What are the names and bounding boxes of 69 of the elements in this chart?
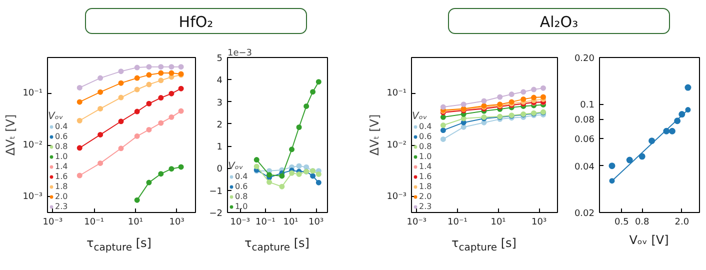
legend-label: 1.4 (55, 162, 69, 171)
x-tick-label: 10¹ (128, 218, 144, 228)
legend-label: 1.0 (55, 152, 69, 161)
y-tick-label: 1 (216, 142, 223, 153)
y-tick-label: 5 (216, 54, 223, 64)
annotation: 1e−3 (228, 48, 252, 58)
legend-label: 1.0 (419, 152, 433, 161)
y-tick-label: 0.08 (574, 116, 595, 126)
y-tick-label: 0.04 (574, 162, 595, 172)
x-tick-label: 10⁻¹ (448, 218, 468, 228)
y-tick-label: −2 (209, 209, 223, 219)
legend-label: 1.8 (419, 182, 433, 191)
legend-label: 0.4 (55, 122, 69, 131)
y-tick-label: 10⁻³ (22, 192, 43, 202)
legend-label: 0.8 (55, 142, 69, 151)
x-tick-label: 0.5 (614, 218, 629, 228)
legend-label: 0.8 (419, 142, 433, 151)
x-tick-label: 10³ (532, 218, 547, 228)
x-axis-title: τ$_{capture}$ [s] (452, 235, 516, 256)
legend-label: 1.4 (419, 162, 433, 171)
legend-label: 2.3 (55, 202, 69, 211)
y-tick-label: 0 (216, 164, 223, 175)
x-axis-title: τ$_{capture}$ [s] (244, 235, 310, 256)
x-tick-label: 10⁻¹ (84, 218, 104, 228)
legend-label: 0.6 (419, 132, 433, 141)
x-tick-label: 10⁻¹ (256, 218, 276, 228)
legend-label: 0.8 (235, 192, 249, 201)
y-tick-label: 0.20 (574, 54, 595, 64)
y-tick-label: 3 (216, 98, 223, 108)
x-axis-title: Vₒᵥ [V] (629, 232, 669, 249)
legend-label: 0.6 (55, 132, 69, 141)
legend-label: 2.0 (419, 192, 433, 201)
legend-label: 2.3 (419, 202, 433, 211)
legend-label: 0.4 (235, 172, 249, 181)
legend-label: 0.4 (419, 122, 433, 131)
legend-label: 2.0 (55, 192, 69, 201)
y-tick-label: 10⁻² (22, 140, 43, 150)
legend-label: 1.6 (55, 172, 69, 181)
x-tick-label: 10⁻³ (230, 218, 250, 228)
y-tick-label: 10⁻¹ (22, 88, 43, 99)
y-tick-label: 10⁻¹ (386, 88, 407, 99)
x-tick-label: 2.0 (674, 218, 690, 228)
legend-label: 1.8 (55, 182, 69, 191)
legend-label: 1.6 (419, 172, 433, 181)
legend-label: 0.6 (235, 182, 249, 191)
x-tick-label: 10⁻³ (42, 218, 64, 228)
y-tick-label: 10⁻² (386, 140, 407, 150)
y-tick-label: 10⁻³ (386, 192, 407, 202)
chart-title: Al₂O₃ (540, 12, 578, 33)
legend-title: Vₒᵥ (48, 111, 64, 122)
y-tick-label: −1 (209, 186, 223, 197)
y-axis-title: ΔVₜ [V] (368, 114, 382, 156)
x-tick-label: 0.8 (634, 218, 650, 228)
chart-title: HfO₂ (178, 12, 214, 33)
legend-title: Vₒᵥ (228, 161, 244, 172)
x-tick-label: 10¹ (490, 218, 506, 228)
y-tick-label: 0.1 (580, 100, 595, 111)
legend-title: Vₒᵥ (412, 111, 428, 122)
y-axis-title: ΔVₜ [V] (4, 114, 18, 156)
x-tick-label: 10³ (308, 218, 324, 228)
y-tick-label: 4 (216, 76, 223, 86)
y-tick-label: 0.06 (574, 135, 595, 146)
x-tick-label: 10¹ (283, 218, 299, 228)
y-tick-label: 2 (216, 120, 223, 130)
x-tick-label: 10⁻³ (406, 218, 427, 228)
y-tick-label: 0.02 (574, 209, 595, 219)
legend-label: 1.0 (235, 202, 249, 211)
x-tick-label: 10³ (169, 218, 185, 228)
x-axis-title: τ$_{capture}$ [s] (86, 235, 152, 256)
